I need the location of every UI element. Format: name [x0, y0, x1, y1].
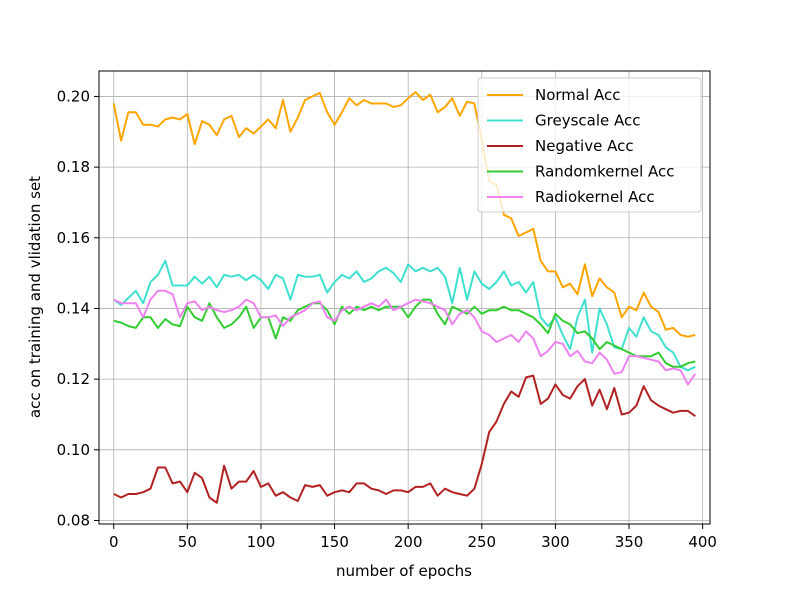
plot-frame [98, 70, 711, 525]
y-tick-label: 0.20 [57, 87, 90, 105]
y-axis-ticks: 0.08 0.10 0.12 0.14 0.16 0.18 0.20 [57, 87, 99, 529]
x-tick-label: 200 [394, 533, 423, 551]
legend-label: Randomkernel Acc [535, 163, 675, 181]
legend-box [477, 77, 702, 213]
x-tick-label: 150 [320, 533, 349, 551]
y-tick-label: 0.16 [57, 229, 90, 247]
legend-label: Negative Acc [535, 137, 634, 155]
legend-label: Radiokernel Acc [535, 188, 655, 206]
y-tick-label: 0.08 [57, 511, 90, 529]
legend-label: Greyscale Acc [535, 112, 640, 130]
series-line-0 [112, 91, 696, 338]
y-tick-label: 0.10 [57, 441, 90, 459]
series-lines [112, 91, 697, 504]
legend: Normal Acc Greyscale Acc Negative Acc Rando… [477, 77, 702, 213]
y-tick-label: 0.18 [57, 158, 90, 176]
x-tick-label: 350 [615, 533, 644, 551]
series-line-3 [113, 298, 696, 368]
x-axis-ticks: 0 50 100 150 200 250 300 350 400 [109, 524, 717, 551]
x-tick-label: 250 [467, 533, 496, 551]
x-tick-label: 100 [247, 533, 276, 551]
series-line-2 [113, 374, 696, 504]
x-axis-label: number of epochs [336, 562, 472, 580]
y-axis-label: acc on training and vlidation set [26, 176, 44, 418]
x-tick-label: 0 [109, 533, 119, 551]
y-tick-label: 0.12 [57, 370, 90, 388]
y-tick-label: 0.14 [57, 299, 90, 317]
x-tick-label: 50 [178, 533, 197, 551]
x-tick-label: 400 [688, 533, 717, 551]
series-line-4 [113, 289, 697, 386]
series-line-1 [113, 259, 696, 372]
x-tick-label: 300 [541, 533, 570, 551]
legend-label: Normal Acc [535, 86, 621, 104]
